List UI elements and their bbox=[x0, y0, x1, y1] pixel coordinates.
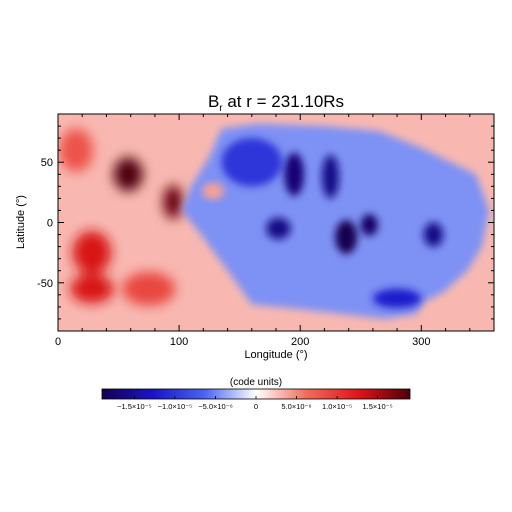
negative-feature-8 bbox=[266, 217, 291, 240]
negative-feature-12 bbox=[372, 288, 422, 308]
x-tick-label: 0 bbox=[55, 336, 61, 348]
x-tick-label: 100 bbox=[170, 336, 188, 348]
y-axis: 50 0 -50 bbox=[37, 113, 494, 332]
negative-feature-9 bbox=[335, 220, 358, 254]
x-axis: 0 100 200 300 bbox=[55, 114, 495, 348]
y-tick-label: 0 bbox=[47, 218, 53, 230]
negative-feature-10 bbox=[360, 214, 378, 236]
colorbar-tick-label: −5.0×10⁻⁶ bbox=[198, 402, 233, 411]
positive-feature-2 bbox=[72, 230, 112, 275]
y-tick-label: 50 bbox=[41, 157, 53, 169]
y-axis-label: Latitude (°) bbox=[15, 195, 27, 249]
positive-island-0 bbox=[202, 182, 224, 200]
positive-feature-4 bbox=[122, 271, 176, 306]
colorbar-tick-label: −1.0×10⁻⁵ bbox=[158, 402, 193, 411]
colorbar-tick-label: 5.0×10⁻⁶ bbox=[281, 402, 311, 411]
negative-feature-13 bbox=[221, 138, 283, 187]
colorbar-tick-label: 0 bbox=[254, 402, 258, 411]
colorbar-ticks: −1.5×10⁻⁵ −1.0×10⁻⁵ −5.0×10⁻⁶ 0 5.0×10⁻⁶ 1.0×… bbox=[117, 396, 393, 411]
positive-feature-3 bbox=[70, 274, 114, 304]
negative-feature-11 bbox=[423, 222, 444, 247]
positive-feature-1 bbox=[163, 185, 183, 219]
colorbar-label: (code units) bbox=[230, 377, 282, 388]
colorbar-tick-label: 1.0×10⁻⁵ bbox=[322, 402, 352, 411]
chart-title: Br at r = 231.10Rs bbox=[208, 92, 344, 114]
x-tick-label: 200 bbox=[291, 336, 309, 348]
x-tick-label: 300 bbox=[412, 336, 430, 348]
negative-feature-7 bbox=[322, 155, 339, 199]
negative-feature-6 bbox=[284, 152, 304, 196]
colorbar-tick-label: 1.5×10⁻⁵ bbox=[362, 402, 392, 411]
heatmap-plot-area bbox=[58, 114, 494, 331]
colorbar-tick-label: −1.5×10⁻⁵ bbox=[117, 402, 152, 411]
y-tick-label: -50 bbox=[37, 278, 53, 290]
positive-feature-5 bbox=[59, 128, 94, 172]
positive-feature-0 bbox=[113, 157, 143, 192]
x-axis-label: Longitude (°) bbox=[244, 349, 307, 361]
title-subscript: r bbox=[219, 103, 223, 114]
